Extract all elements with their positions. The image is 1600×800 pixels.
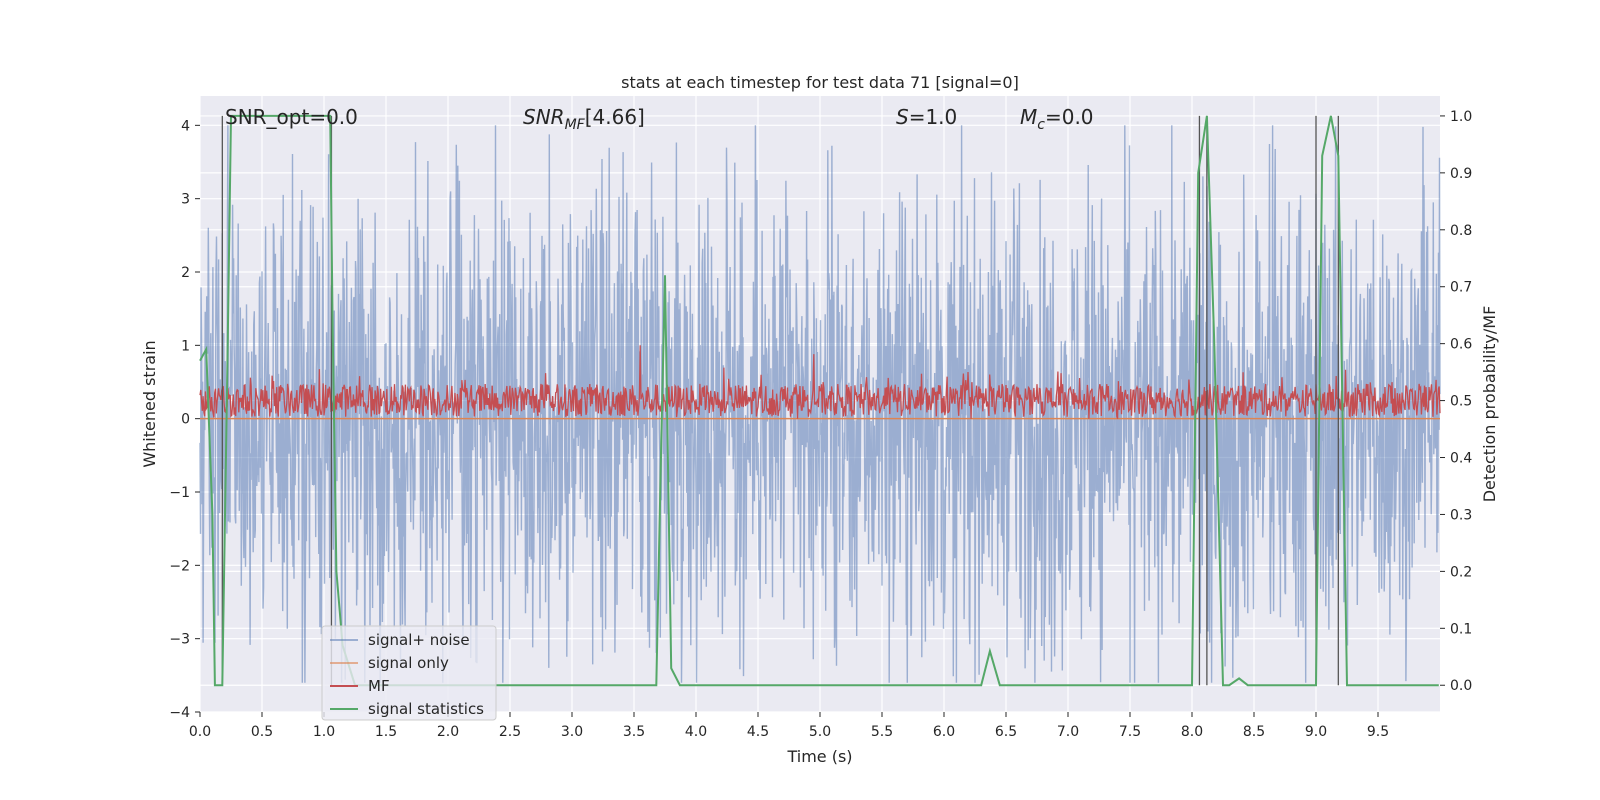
y-tick-label-left: 2 [181,265,190,281]
x-tick-label: 5.5 [871,724,893,740]
y-tick-label-right: 0.0 [1450,678,1472,694]
y-tick-label-left: 3 [181,192,190,208]
x-tick-label: 8.0 [1181,724,1203,740]
y-tick-label-right: 1.0 [1450,109,1472,125]
x-tick-label: 1.5 [375,724,397,740]
annotation-s-value: =1.0 [909,105,958,129]
y-tick-label-right: 0.3 [1450,507,1472,523]
y-tick-label-right: 0.7 [1450,280,1472,296]
y-tick-label-left: −4 [169,705,190,721]
legend-box [321,625,497,721]
x-tick-label: 7.0 [1057,724,1079,740]
legend-label-signal-statistics: signal statistics [368,700,484,718]
legend-label-signal-noise: signal+ noise [368,631,470,649]
x-tick-label: 3.0 [561,724,583,740]
y-tick-label-right: 0.2 [1450,564,1472,580]
x-tick-label: 2.5 [499,724,521,740]
y-tick-label-right: 0.5 [1450,394,1472,410]
y-tick-label-left: −2 [169,558,190,574]
y-axis-label-left: Whitened strain [140,340,159,467]
x-tick-label: 1.0 [313,724,335,740]
y-tick-label-right: 0.4 [1450,451,1472,467]
y-tick-label-right: 0.9 [1450,166,1472,182]
y-tick-label-right: 0.6 [1450,337,1472,353]
y-tick-label-left: 0 [181,412,190,428]
series-mf [199,345,1441,419]
x-tick-label: 5.0 [809,724,831,740]
tick-labels: 0.0 0.5 1.0 1.5 2.0 2.5 3.0 3.5 4.0 4.5 5.0 5.5 6.0 6… [169,109,1472,740]
series-signal-statistics [199,114,1439,687]
x-tick-label: 0.5 [251,724,273,740]
annotation-snr-opt: SNR_opt=0.0 [225,105,358,129]
y-axis-label-right: Detection probability/MF [1480,306,1499,503]
x-tick-label: 4.0 [685,724,707,740]
legend-label-signal-only: signal only [368,654,449,672]
annotation-snr-mf-value: [4.66] [585,105,645,129]
x-tick-label: 8.5 [1243,724,1265,740]
legend: signal+ noise signal only MF signal stat… [321,625,497,721]
y-tick-label-left: 4 [181,118,190,134]
y-tick-label-left: −1 [169,485,190,501]
y-tick-label-left: 1 [181,338,190,354]
y-tick-label-right: 0.8 [1450,223,1472,239]
x-tick-label: 0.0 [189,724,211,740]
annotation-mc: Mc=0.0 [1020,105,1094,133]
data-layer [199,114,1441,687]
x-tick-label: 6.0 [933,724,955,740]
annotation-snr-mf: SNRMF[4.66] [523,105,645,133]
x-tick-label: 2.0 [437,724,459,740]
x-tick-label: 9.5 [1367,724,1389,740]
y-tick-label-left: −3 [169,632,190,648]
x-tick-label: 4.5 [747,724,769,740]
chart-title: stats at each timestep for test data 71 … [621,73,1019,92]
legend-label-mf: MF [368,677,390,695]
annotation-mc-value: =0.0 [1045,105,1094,129]
series-signal-noise [199,125,1441,683]
y-tick-label-right: 0.1 [1450,621,1472,637]
x-tick-label: 6.5 [995,724,1017,740]
x-tick-label: 7.5 [1119,724,1141,740]
x-axis-label: Time (s) [786,747,852,766]
x-tick-label: 3.5 [623,724,645,740]
x-tick-label: 9.0 [1305,724,1327,740]
annotation-s: S=1.0 [896,105,957,129]
